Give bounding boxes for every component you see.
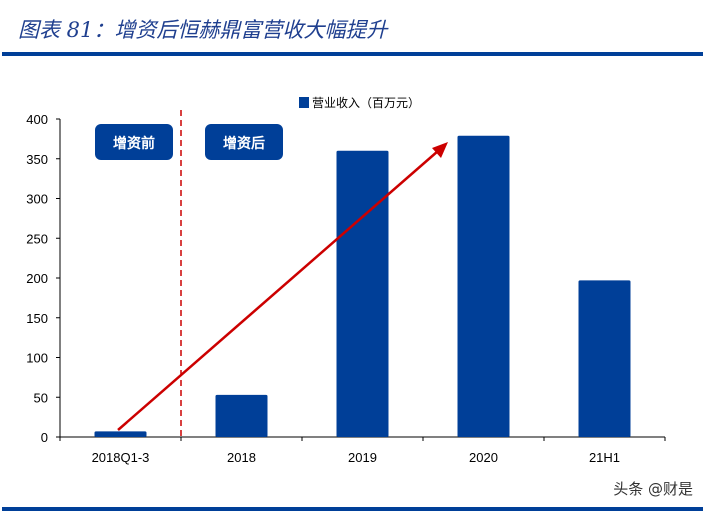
y-tick-label: 150 xyxy=(26,311,48,326)
bar-2018Q1-3 xyxy=(94,431,147,437)
trend-arrow-head-icon xyxy=(432,142,448,158)
chart-title: 图表 81：增资后恒赫鼎富营收大幅提升 xyxy=(18,18,388,42)
bar-2020 xyxy=(457,135,510,437)
y-tick-label: 400 xyxy=(26,112,48,127)
trend-arrow-line xyxy=(117,150,439,431)
y-tick-label: 50 xyxy=(34,390,48,405)
annotation-box-before xyxy=(95,124,173,160)
y-tick-label: 200 xyxy=(26,271,48,286)
bar-21H1 xyxy=(578,280,631,437)
top-rule xyxy=(2,52,703,56)
annotation-box-after xyxy=(205,124,283,160)
x-tick-label: 2018 xyxy=(227,450,256,465)
y-tick-label: 350 xyxy=(26,152,48,167)
watermark: 头条 @财是 xyxy=(613,480,693,498)
annotation-label-before: 增资前 xyxy=(113,135,155,152)
bar-2019 xyxy=(336,150,389,438)
x-tick-label: 2020 xyxy=(469,450,498,465)
y-tick-label: 0 xyxy=(41,430,48,445)
y-tick-label: 250 xyxy=(26,231,48,246)
annotation-label-after: 增资后 xyxy=(223,135,265,152)
legend-label: 营业收入（百万元） xyxy=(312,96,420,110)
legend-swatch xyxy=(299,97,309,108)
y-tick-label: 100 xyxy=(26,351,48,366)
bottom-rule xyxy=(2,507,703,511)
y-tick-label: 300 xyxy=(26,192,48,207)
x-tick-label: 2018Q1-3 xyxy=(92,450,150,465)
bar-2018 xyxy=(215,394,268,437)
x-tick-label: 2019 xyxy=(348,450,377,465)
x-tick-label: 21H1 xyxy=(589,450,620,465)
